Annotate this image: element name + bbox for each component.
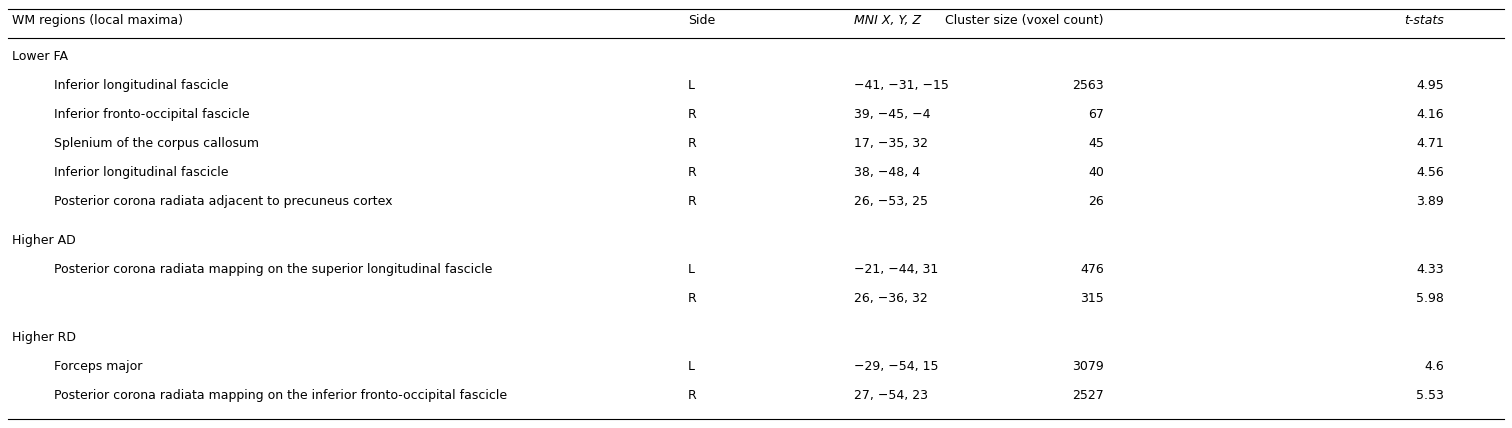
Text: Side: Side [688, 14, 715, 27]
Text: 2563: 2563 [1072, 79, 1104, 92]
Text: 4.56: 4.56 [1417, 166, 1444, 179]
Text: R: R [688, 292, 697, 305]
Text: 17, −35, 32: 17, −35, 32 [854, 137, 928, 150]
Text: L: L [688, 263, 696, 276]
Text: 5.53: 5.53 [1417, 389, 1444, 402]
Text: −41, −31, −15: −41, −31, −15 [854, 79, 950, 92]
Text: 476: 476 [1080, 263, 1104, 276]
Text: Posterior corona radiata adjacent to precuneus cortex: Posterior corona radiata adjacent to pre… [54, 195, 393, 208]
Text: R: R [688, 389, 697, 402]
Text: 4.71: 4.71 [1417, 137, 1444, 150]
Text: 39, −45, −4: 39, −45, −4 [854, 108, 931, 121]
Text: Posterior corona radiata mapping on the inferior fronto-occipital fascicle: Posterior corona radiata mapping on the … [54, 389, 508, 402]
Text: Inferior longitudinal fascicle: Inferior longitudinal fascicle [54, 166, 228, 179]
Text: Forceps major: Forceps major [54, 360, 142, 373]
Text: 45: 45 [1089, 137, 1104, 150]
Text: WM regions (local maxima): WM regions (local maxima) [12, 14, 183, 27]
Text: 67: 67 [1089, 108, 1104, 121]
Text: Posterior corona radiata mapping on the superior longitudinal fascicle: Posterior corona radiata mapping on the … [54, 263, 493, 276]
Text: 26, −53, 25: 26, −53, 25 [854, 195, 928, 208]
Text: 4.95: 4.95 [1417, 79, 1444, 92]
Text: 4.33: 4.33 [1417, 263, 1444, 276]
Text: 26: 26 [1089, 195, 1104, 208]
Text: 4.6: 4.6 [1424, 360, 1444, 373]
Text: −29, −54, 15: −29, −54, 15 [854, 360, 939, 373]
Text: R: R [688, 137, 697, 150]
Text: 4.16: 4.16 [1417, 108, 1444, 121]
Text: R: R [688, 195, 697, 208]
Text: Cluster size (voxel count): Cluster size (voxel count) [945, 14, 1104, 27]
Text: Inferior fronto-occipital fascicle: Inferior fronto-occipital fascicle [54, 108, 249, 121]
Text: Higher AD: Higher AD [12, 234, 76, 247]
Text: MNI X, Y, Z: MNI X, Y, Z [854, 14, 921, 27]
Text: 3079: 3079 [1072, 360, 1104, 373]
Text: R: R [688, 108, 697, 121]
Text: 2527: 2527 [1072, 389, 1104, 402]
Text: Inferior longitudinal fascicle: Inferior longitudinal fascicle [54, 79, 228, 92]
Text: 3.89: 3.89 [1417, 195, 1444, 208]
Text: Higher RD: Higher RD [12, 331, 76, 344]
Text: 315: 315 [1080, 292, 1104, 305]
Text: 26, −36, 32: 26, −36, 32 [854, 292, 928, 305]
Text: 38, −48, 4: 38, −48, 4 [854, 166, 921, 179]
Text: L: L [688, 360, 696, 373]
Text: t-stats: t-stats [1405, 14, 1444, 27]
Text: −21, −44, 31: −21, −44, 31 [854, 263, 939, 276]
Text: 27, −54, 23: 27, −54, 23 [854, 389, 928, 402]
Text: Splenium of the corpus callosum: Splenium of the corpus callosum [54, 137, 260, 150]
Text: 5.98: 5.98 [1417, 292, 1444, 305]
Text: R: R [688, 166, 697, 179]
Text: L: L [688, 79, 696, 92]
Text: 40: 40 [1089, 166, 1104, 179]
Text: Lower FA: Lower FA [12, 50, 68, 63]
